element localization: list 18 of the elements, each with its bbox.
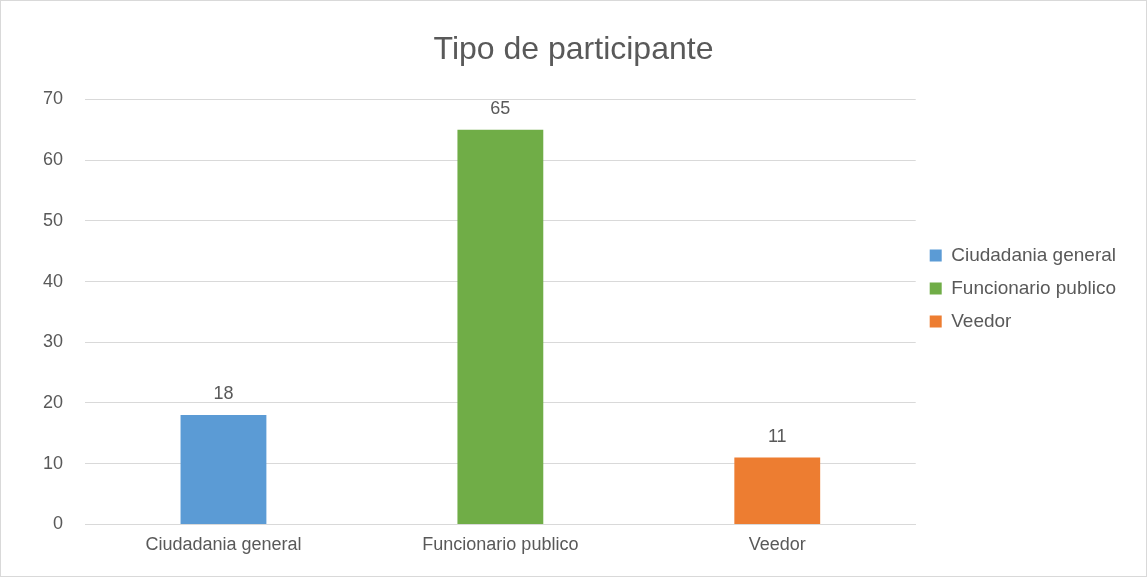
y-tick-label: 60 xyxy=(42,149,64,170)
x-tick-label: Funcionario publico xyxy=(422,534,579,555)
y-tick-label: 20 xyxy=(42,391,64,412)
data-label: 65 xyxy=(490,97,511,118)
y-tick-label: 50 xyxy=(42,209,64,230)
x-tick-label: Veedor xyxy=(748,534,806,555)
legend-label: Veedor xyxy=(951,309,1013,331)
data-label: 11 xyxy=(767,425,787,446)
legend-label: Ciudadania general xyxy=(951,243,1116,265)
y-tick-label: 10 xyxy=(42,452,64,473)
y-tick-label: 0 xyxy=(53,513,64,534)
y-tick-label: 30 xyxy=(42,331,64,352)
x-tick-label: Ciudadania general xyxy=(145,534,302,555)
chart-title: Tipo de participante xyxy=(433,30,714,67)
y-tick-label: 70 xyxy=(42,88,64,109)
legend-label: Funcionario publico xyxy=(951,276,1116,298)
y-tick-label: 40 xyxy=(42,270,64,291)
data-label: 18 xyxy=(213,383,234,404)
